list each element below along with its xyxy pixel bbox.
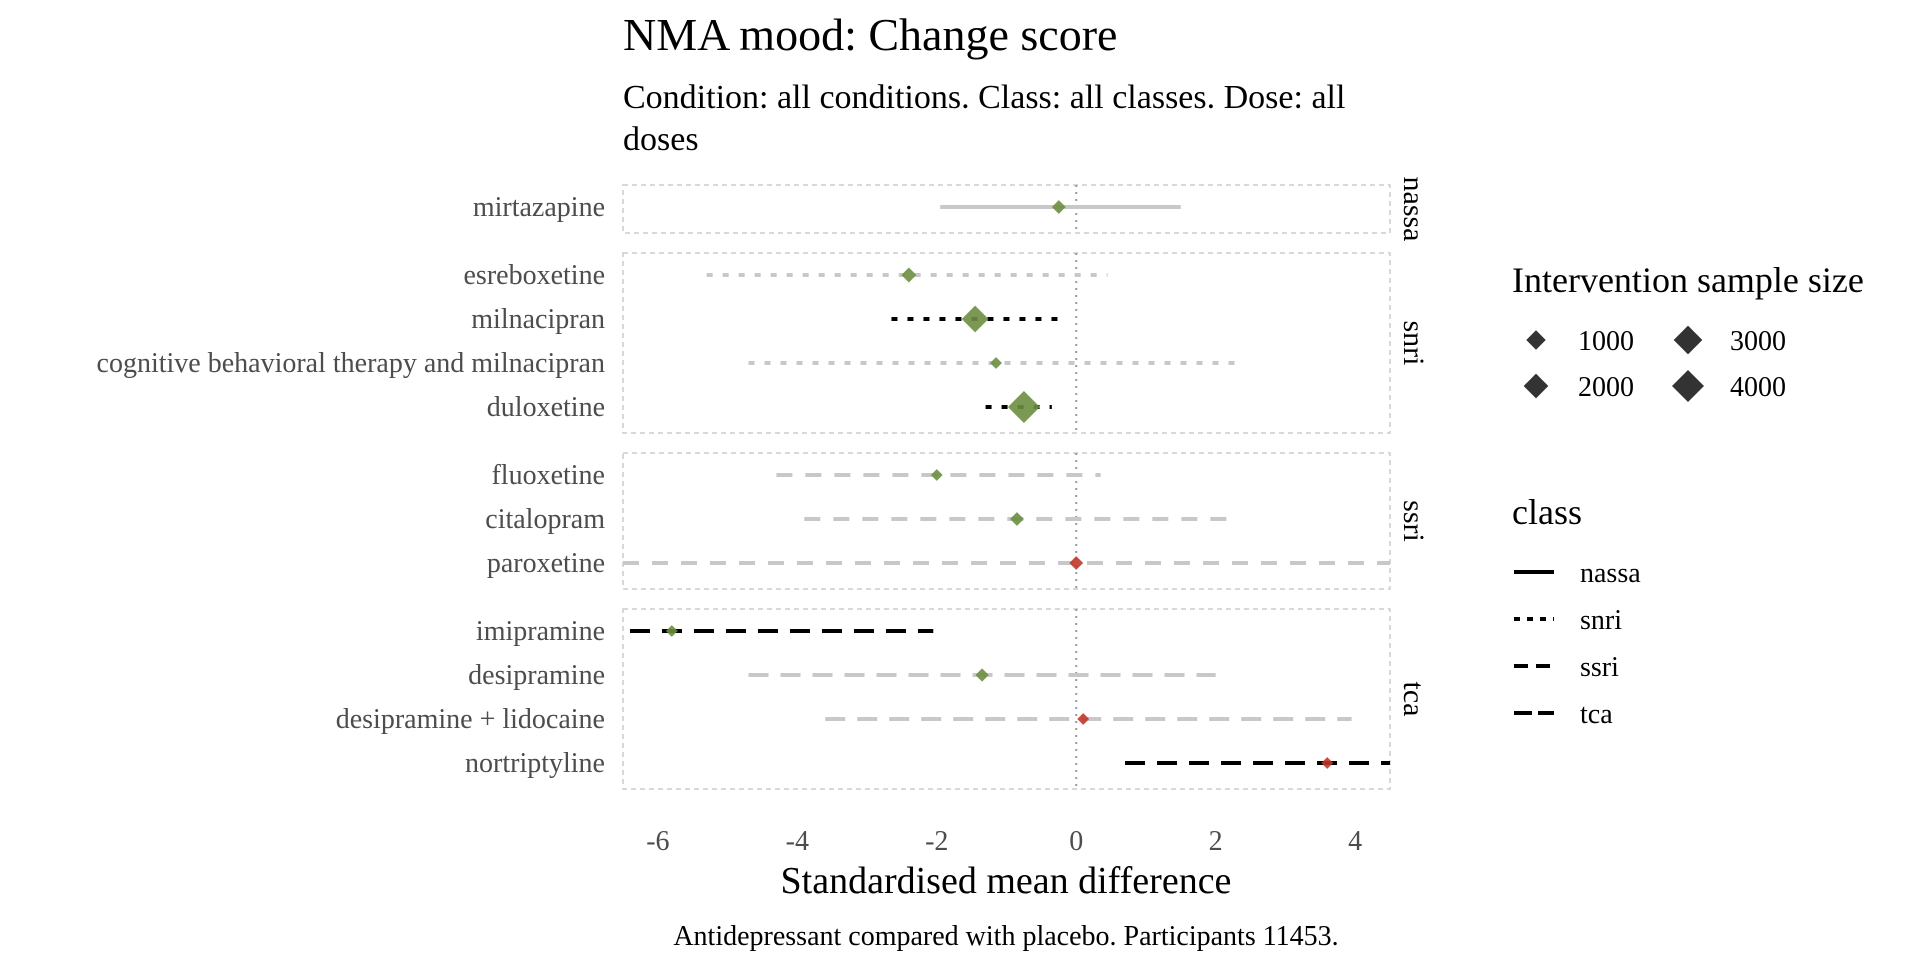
panels: nassa mirtazapine snri esreboxetine milnacip… (97, 177, 1430, 790)
legend-size-label: 2000 (1578, 372, 1634, 403)
panel-strip-label: tca (1397, 682, 1430, 717)
legend-class-label: ssri (1580, 652, 1619, 683)
row-label: cognitive behavioral therapy and milnaci… (97, 348, 605, 379)
x-tick-label: -6 (646, 826, 669, 857)
panel-border (622, 452, 1391, 590)
x-axis-label: Standardised mean difference (781, 860, 1232, 902)
point-estimate (990, 357, 1002, 369)
legend-class-title: class (1512, 492, 1582, 532)
row-label: mirtazapine (473, 192, 605, 223)
panel-tca: tca imipramine desipramine desipramine + li… (336, 608, 1430, 790)
legend-size-label: 4000 (1730, 372, 1786, 403)
row-label: desipramine (468, 660, 605, 691)
point-estimate (1077, 713, 1090, 725)
legend-size-key (1673, 325, 1703, 355)
legend-size-key (1526, 330, 1546, 350)
panel-strip-label: ssri (1397, 500, 1430, 542)
row-label: desipramine + lidocaine (336, 704, 605, 735)
row-label: citalopram (485, 504, 605, 535)
row-label: fluoxetine (491, 460, 605, 491)
panel-strip-label: nassa (1397, 177, 1430, 242)
legend-class-label: tca (1580, 699, 1613, 730)
point-estimate (1010, 512, 1024, 526)
x-tick-label: 2 (1209, 826, 1223, 857)
x-tick-label: -2 (925, 826, 948, 857)
row-label: esreboxetine (464, 260, 606, 291)
legend-size-key (1523, 373, 1549, 399)
point-estimate (1069, 556, 1084, 570)
row-label: duloxetine (487, 392, 605, 423)
point-estimate (930, 469, 943, 481)
x-tick-label: -4 (786, 826, 809, 857)
point-estimate (1051, 200, 1066, 214)
panel-border (622, 252, 1391, 434)
chart-title: NMA mood: Change score (623, 9, 1117, 60)
legend-size-title: Intervention sample size (1512, 260, 1864, 300)
panel-strip-label: snri (1397, 321, 1430, 366)
point-estimate (975, 668, 989, 682)
x-axis: -6 -4 -2 0 2 4 (646, 826, 1362, 857)
chart-subtitle-line: doses (623, 121, 699, 158)
x-tick-label: 0 (1069, 826, 1083, 857)
point-estimate (961, 305, 989, 333)
panel-nassa: nassa mirtazapine (473, 177, 1430, 242)
x-tick-label: 4 (1348, 826, 1362, 857)
legend-size-label: 1000 (1578, 326, 1634, 357)
row-label: imipramine (476, 616, 605, 647)
point-estimate (1007, 391, 1040, 423)
chart-caption: Antidepressant compared with placebo. Pa… (673, 921, 1338, 952)
legend-class-label: snri (1580, 605, 1622, 636)
row-label: milnacipran (471, 304, 605, 335)
legend-class: class nassa snri ssri tca (1512, 492, 1641, 730)
point-estimate (665, 625, 678, 637)
panel-border (622, 184, 1391, 234)
point-estimate (1321, 757, 1334, 769)
legend-class-label: nassa (1580, 558, 1641, 589)
panel-ssri: ssri fluoxetine citalopram paroxetine (485, 452, 1430, 590)
point-estimate (901, 267, 917, 283)
panel-border (622, 608, 1391, 790)
row-label: nortriptyline (465, 748, 605, 779)
legend-size-key (1672, 370, 1704, 402)
row-label: paroxetine (487, 548, 605, 579)
chart-subtitle-line: Condition: all conditions. Class: all cl… (623, 79, 1345, 116)
legend-size: Intervention sample size 1000 2000 3000 400… (1512, 260, 1864, 403)
panel-snri: snri esreboxetine milnacipran cognitive beh… (97, 252, 1430, 434)
chart-subtitle: Condition: all conditions. Class: all cl… (623, 79, 1345, 158)
legend-size-label: 3000 (1730, 326, 1786, 357)
